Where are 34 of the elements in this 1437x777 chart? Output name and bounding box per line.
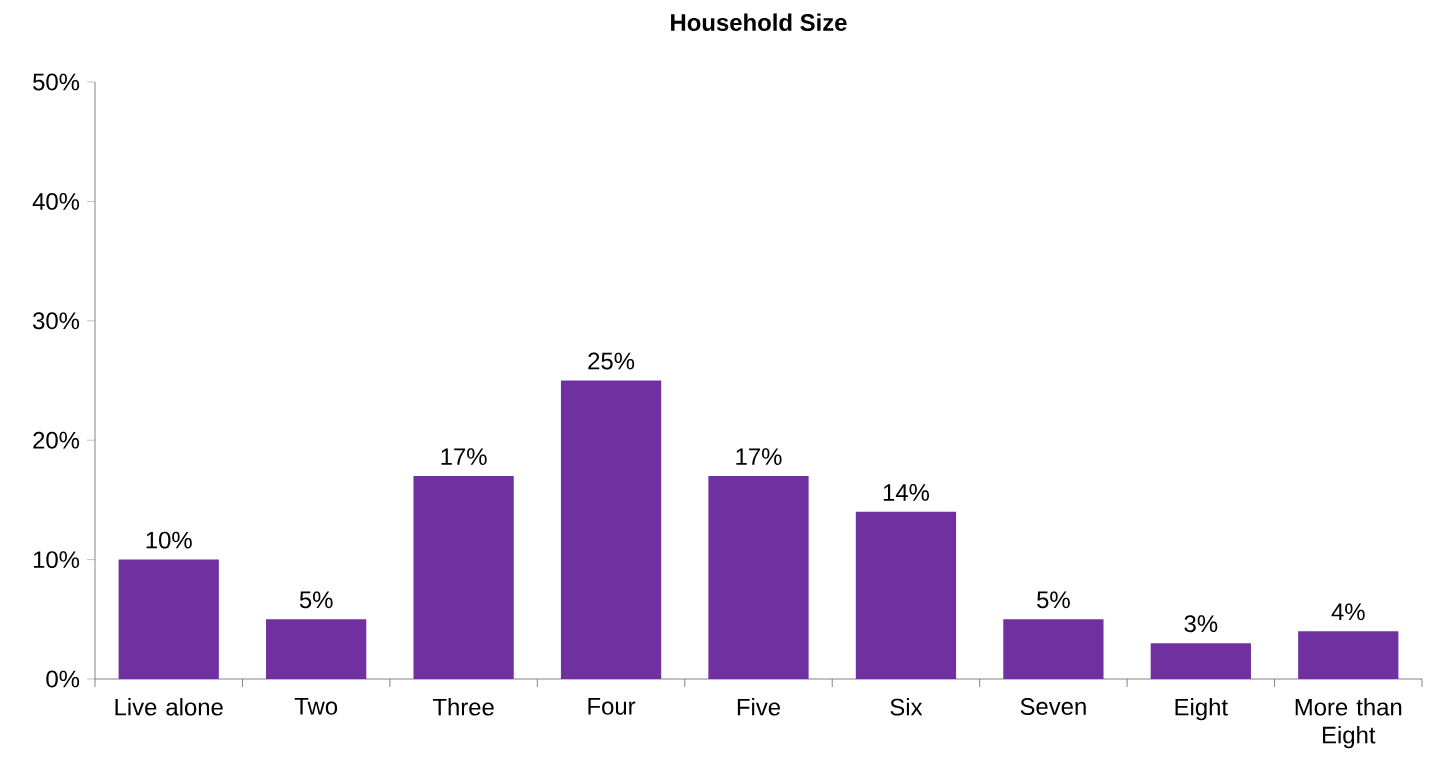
bar (560, 380, 662, 679)
y-tick-label: 30% (33, 312, 80, 330)
bar (413, 476, 514, 679)
x-tick-label: Four (588, 698, 636, 715)
bar (266, 619, 367, 679)
bar (708, 476, 809, 679)
y-tick-label: 50% (33, 73, 80, 91)
data-label: 14% (883, 484, 930, 501)
data-label: 4% (1331, 603, 1365, 621)
data-label: 10% (146, 531, 192, 549)
x-tick-label: Live alone (115, 698, 223, 716)
y-tick-label: 20% (33, 431, 80, 449)
bar (118, 559, 219, 679)
bar (855, 511, 957, 679)
y-tick-label: 40% (32, 192, 80, 210)
x-tick-label: Six (890, 698, 923, 716)
x-tick-label: Five (737, 698, 781, 716)
x-tick-label: Seven (1020, 698, 1086, 715)
x-tick-label: Eight (1175, 698, 1228, 721)
chart-title: Household Size (671, 13, 847, 31)
y-tick-label: 0% (46, 670, 80, 688)
x-tick-label: Two (294, 698, 338, 715)
x-tick-label: Three (432, 698, 494, 716)
data-label: 17% (441, 448, 487, 465)
data-label: 5% (1037, 591, 1070, 609)
data-label: 25% (588, 352, 635, 370)
x-tick-label: More than Eight (1295, 698, 1402, 749)
data-label: 17% (736, 448, 782, 465)
data-label: 5% (299, 591, 333, 609)
data-label: 3% (1184, 615, 1218, 633)
bar (1150, 643, 1251, 679)
y-tick-label: 10% (33, 551, 80, 569)
bar (1298, 631, 1399, 679)
bar (1003, 619, 1104, 679)
